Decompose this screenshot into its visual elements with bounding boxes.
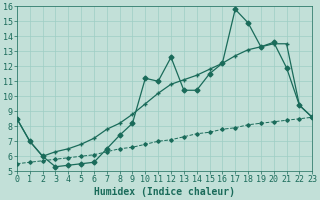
X-axis label: Humidex (Indice chaleur): Humidex (Indice chaleur) bbox=[94, 187, 235, 197]
